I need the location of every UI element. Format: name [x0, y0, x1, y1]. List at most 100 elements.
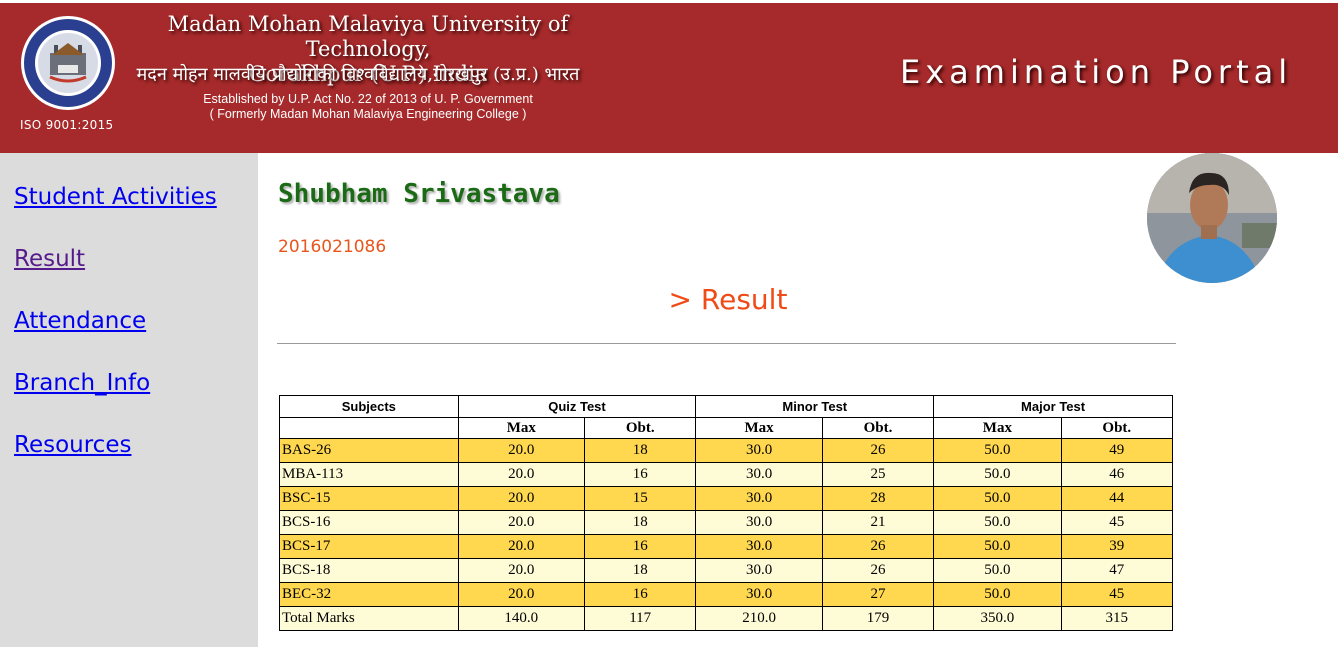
cell-major-max: 50.0: [933, 534, 1062, 559]
table-row: BCS-17 20.0 16 30.0 26 50.0 39: [279, 534, 1174, 559]
nav-result[interactable]: Result: [14, 246, 86, 272]
cell-quiz-max: 20.0: [457, 582, 586, 607]
header-quiz-max: Max: [457, 417, 586, 439]
sidebar: Student Activities Result Attendance Bra…: [0, 153, 258, 647]
cell-major-max: 50.0: [933, 438, 1062, 463]
nav-student-activities[interactable]: Student Activities: [14, 184, 217, 210]
cell-quiz-obt: 16: [584, 534, 697, 559]
cell-quiz-obt: 18: [584, 558, 697, 583]
header-minor-obt: Obt.: [821, 417, 935, 439]
cell-major-max: 50.0: [933, 582, 1062, 607]
cell-minor-obt: 179: [821, 606, 935, 631]
table-row: BCS-16 20.0 18 30.0 21 50.0 45: [279, 510, 1174, 535]
portal-title: Examination Portal: [900, 53, 1293, 91]
table-row: BEC-32 20.0 16 30.0 27 50.0 45: [279, 582, 1174, 607]
main-content: Shubham Srivastava 2016021086 > Result S…: [258, 153, 1340, 647]
cell-subject: Total Marks: [279, 606, 459, 631]
section-title: > Result: [668, 283, 788, 316]
cell-minor-obt: 26: [821, 438, 935, 463]
cell-quiz-obt: 18: [584, 510, 697, 535]
university-name-line2: Gorakhpur (U.P.) India: [248, 62, 488, 86]
header-major-test: Major Test: [933, 395, 1173, 418]
table-sub-header-row: Max Obt. Max Obt. Max Obt.: [279, 417, 1174, 439]
cell-subject: BEC-32: [279, 582, 459, 607]
cell-major-obt: 45: [1060, 582, 1174, 607]
cell-quiz-obt: 18: [584, 438, 697, 463]
cell-minor-max: 30.0: [695, 462, 823, 487]
student-name: Shubham Srivastava: [278, 179, 560, 209]
cell-minor-max: 30.0: [695, 486, 823, 511]
cell-major-max: 50.0: [933, 510, 1062, 535]
header-minor-test: Minor Test: [695, 395, 935, 418]
cell-major-max: 50.0: [933, 462, 1062, 487]
cell-subject: MBA-113: [279, 462, 459, 487]
cell-subject: BCS-17: [279, 534, 459, 559]
cell-minor-obt: 27: [821, 582, 935, 607]
table-group-header-row: Subjects Quiz Test Minor Test Major Test: [279, 395, 1173, 418]
header-subjects: Subjects: [279, 395, 459, 418]
cell-quiz-obt: 16: [584, 462, 697, 487]
table-row: MBA-113 20.0 16 30.0 25 50.0 46: [279, 462, 1174, 487]
header-major-obt: Obt.: [1060, 417, 1174, 439]
cell-minor-obt: 28: [821, 486, 935, 511]
cell-quiz-max: 20.0: [457, 534, 586, 559]
cell-quiz-max: 20.0: [457, 510, 586, 535]
cell-quiz-max: 140.0: [457, 606, 586, 631]
cell-major-max: 50.0: [933, 486, 1062, 511]
table-row: BCS-18 20.0 18 30.0 26 50.0 47: [279, 558, 1174, 583]
cell-major-obt: 47: [1060, 558, 1174, 583]
formerly-line: ( Formerly Madan Mohan Malaviya Engineer…: [209, 107, 527, 121]
university-name-hindi: मदन मोहन मालवीय प्रौद्योगिकी विश्वविद्या…: [136, 64, 580, 85]
cell-quiz-obt: 15: [584, 486, 697, 511]
cell-minor-max: 30.0: [695, 534, 823, 559]
header-blank: [279, 417, 459, 439]
cell-quiz-max: 20.0: [457, 486, 586, 511]
header-minor-max: Max: [695, 417, 823, 439]
cell-minor-max: 210.0: [695, 606, 823, 631]
cell-subject: BSC-15: [279, 486, 459, 511]
student-avatar: [1147, 153, 1277, 283]
cell-minor-obt: 25: [821, 462, 935, 487]
university-name: Madan Mohan Malaviya University of Techn…: [118, 12, 618, 87]
cell-subject: BCS-16: [279, 510, 459, 535]
university-name-line1: Madan Mohan Malaviya University of Techn…: [167, 12, 569, 61]
cell-minor-max: 30.0: [695, 558, 823, 583]
nav-attendance[interactable]: Attendance: [14, 308, 147, 334]
cell-major-obt: 45: [1060, 510, 1174, 535]
table-row: BSC-15 20.0 15 30.0 28 50.0 44: [279, 486, 1174, 511]
cell-quiz-max: 20.0: [457, 438, 586, 463]
cell-major-obt: 44: [1060, 486, 1174, 511]
header-quiz-test: Quiz Test: [457, 395, 697, 418]
cell-major-obt: 39: [1060, 534, 1174, 559]
established-line: Established by U.P. Act No. 22 of 2013 o…: [203, 92, 533, 106]
table-row: BAS-26 20.0 18 30.0 26 50.0 49: [279, 438, 1174, 463]
roll-number: 2016021086: [278, 237, 387, 257]
cell-minor-max: 30.0: [695, 510, 823, 535]
university-logo-icon: [21, 16, 115, 110]
cell-quiz-obt: 16: [584, 582, 697, 607]
nav-branch-info[interactable]: Branch_Info: [14, 370, 151, 396]
cell-subject: BAS-26: [279, 438, 459, 463]
cell-minor-obt: 26: [821, 558, 935, 583]
cell-major-max: 350.0: [933, 606, 1062, 631]
avatar-photo-icon: [1147, 153, 1277, 283]
iso-certification: ISO 9001:2015: [20, 118, 114, 132]
cell-minor-obt: 26: [821, 534, 935, 559]
cell-minor-obt: 21: [821, 510, 935, 535]
cell-minor-max: 30.0: [695, 582, 823, 607]
cell-quiz-obt: 117: [584, 606, 697, 631]
cell-major-max: 50.0: [933, 558, 1062, 583]
result-table: Subjects Quiz Test Minor Test Major Test…: [279, 395, 1174, 631]
cell-subject: BCS-18: [279, 558, 459, 583]
cell-major-obt: 315: [1060, 606, 1174, 631]
table-row-total: Total Marks 140.0 117 210.0 179 350.0 31…: [279, 606, 1174, 631]
cell-major-obt: 49: [1060, 438, 1174, 463]
header-major-max: Max: [933, 417, 1062, 439]
cell-major-obt: 46: [1060, 462, 1174, 487]
top-strip: [0, 0, 1340, 3]
cell-minor-max: 30.0: [695, 438, 823, 463]
nav-resources[interactable]: Resources: [14, 432, 132, 458]
established-info: Established by U.P. Act No. 22 of 2013 o…: [118, 92, 618, 122]
cell-quiz-max: 20.0: [457, 462, 586, 487]
site-header: ISO 9001:2015 Madan Mohan Malaviya Unive…: [0, 3, 1338, 153]
